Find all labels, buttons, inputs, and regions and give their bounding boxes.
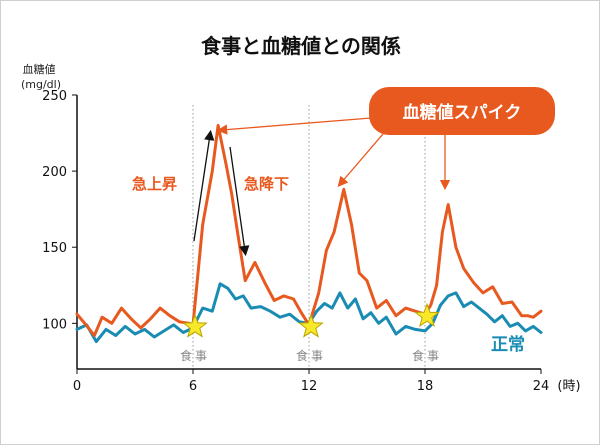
- fall-label: 急降下: [244, 175, 289, 193]
- meal-star-icon: [298, 313, 324, 338]
- callout-label: 血糖値スパイク: [403, 102, 522, 123]
- x-tick-label: 12: [301, 379, 318, 394]
- meal-label: 食事: [412, 348, 442, 363]
- callout-arrow-2: [337, 133, 384, 187]
- x-tick-label: 0: [73, 379, 81, 394]
- y-ticks: 100 150 200 250: [42, 89, 77, 332]
- x-tick-label: 6: [189, 379, 197, 394]
- y-tick-label: 100: [42, 317, 67, 332]
- x-axis-unit: (時): [557, 379, 580, 394]
- series-spike-line: [75, 123, 543, 337]
- callout-box: [369, 87, 555, 135]
- meal-stars: [182, 302, 440, 338]
- normal-label: 正常: [491, 334, 525, 355]
- meal-star-icon: [414, 302, 440, 328]
- y-tick-label: 250: [42, 89, 67, 104]
- meal-label: 食事: [180, 348, 210, 363]
- series-lines: [75, 123, 543, 344]
- series-normal-line: [75, 282, 543, 344]
- y-axis-label: 血糖値: [23, 62, 56, 76]
- callout-arrow-1: [216, 117, 372, 135]
- rise-arrow: [193, 129, 215, 242]
- x-tick-label: 24: [533, 379, 550, 394]
- meal-star-icon: [182, 313, 208, 338]
- y-tick-label: 200: [42, 165, 67, 180]
- spike-callout: 血糖値スパイク: [216, 87, 555, 191]
- y-axis-unit: (mg/dl): [21, 78, 61, 91]
- meal-label: 食事: [296, 348, 326, 363]
- x-ticks: 0 6 12 18 24: [73, 369, 549, 394]
- fall-arrow: [229, 146, 250, 257]
- rise-label: 急上昇: [132, 175, 177, 193]
- x-tick-label: 18: [417, 379, 434, 394]
- y-tick-label: 150: [42, 241, 67, 256]
- chart-title: 食事と血糖値との関係: [201, 34, 401, 58]
